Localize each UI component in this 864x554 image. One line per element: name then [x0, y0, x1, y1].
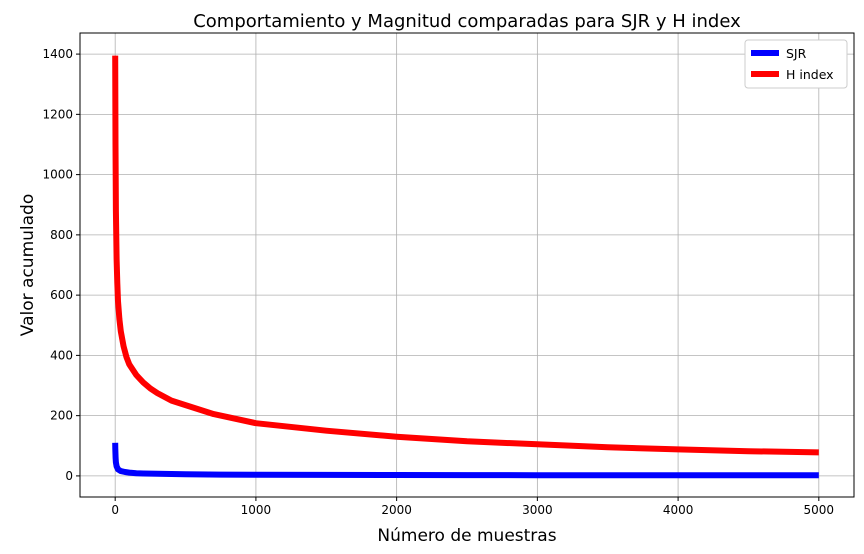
x-tick-label: 0 — [111, 503, 119, 517]
y-tick-label: 1000 — [42, 168, 73, 182]
y-tick-label: 800 — [50, 228, 73, 242]
chart-title: Comportamiento y Magnitud comparadas par… — [193, 11, 741, 32]
plot-frame — [79, 32, 855, 498]
x-tick-label: 3000 — [522, 503, 553, 517]
y-axis-label: Valor acumulado — [18, 194, 38, 336]
y-tick-label: 200 — [50, 409, 73, 423]
series-lines — [112, 55, 819, 479]
y-tick-label: 600 — [50, 288, 73, 302]
legend-label-h-index: H index — [786, 67, 834, 82]
x-tick-label: 4000 — [663, 503, 694, 517]
x-tick-label: 5000 — [804, 503, 835, 517]
x-tick-label: 2000 — [381, 503, 412, 517]
grid — [80, 33, 854, 497]
axis-ticks: 0 1000 2000 3000 4000 5000 0 200 400 600 800 1000 12… — [42, 47, 834, 517]
y-tick-label: 0 — [65, 469, 73, 483]
y-tick-label: 1200 — [42, 107, 73, 121]
y-tick-label: 1400 — [42, 47, 73, 61]
y-tick-label: 400 — [50, 348, 73, 362]
series-line-sjr — [112, 442, 819, 479]
legend-label-sjr: SJR — [786, 46, 807, 61]
series-line-h-index — [112, 55, 819, 456]
x-tick-label: 1000 — [241, 503, 272, 517]
x-axis-label: Número de muestras — [377, 526, 556, 546]
legend: SJR H index — [744, 39, 848, 89]
